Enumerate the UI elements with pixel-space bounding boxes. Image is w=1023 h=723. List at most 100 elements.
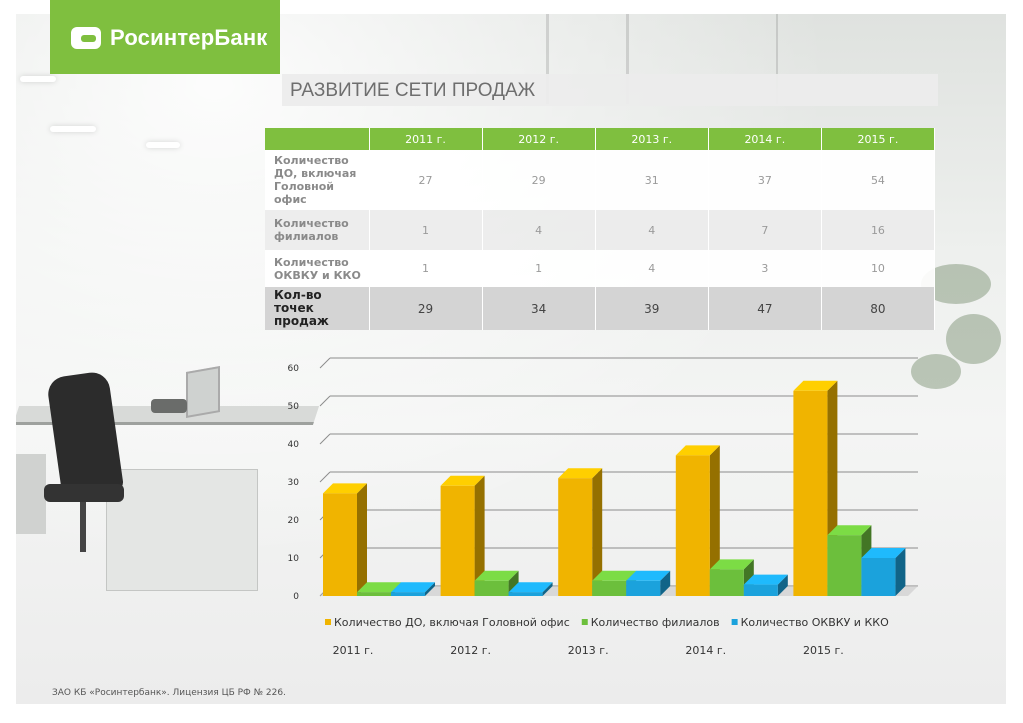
bar-side (592, 468, 603, 596)
table-cell: 27 (369, 150, 483, 210)
bar (743, 584, 778, 596)
bar-chart: 0 10 20 30 40 50 60 2011 г. 2012 г. 2013 г. 2014 г… (288, 357, 918, 657)
table-header-row: 2011 г. 2012 г. 2013 г. 2014 г. 2015 г. (265, 128, 936, 150)
table-cell: 4 (595, 210, 709, 250)
row-label: Количество филиалов (265, 210, 370, 250)
plant-leaves (946, 314, 1001, 364)
table-header-cell: 2015 г. (821, 128, 936, 150)
table-cell: 16 (821, 210, 936, 250)
title-bar: РАЗВИТИЕ СЕТИ ПРОДАЖ (282, 74, 938, 106)
bar-side (777, 574, 788, 596)
gridline-depth (319, 433, 331, 445)
bar-top (391, 582, 435, 593)
row-label: Количество ОКВКУ и ККО (265, 250, 370, 287)
y-tick-label: 30 (288, 478, 300, 488)
table-cell: 31 (595, 150, 709, 210)
legend-swatch (731, 619, 738, 625)
y-tick-label: 50 (288, 402, 300, 412)
ceiling-light (20, 76, 56, 82)
table-row: Количество ДО, включая Головной офис 27 … (265, 150, 936, 210)
bar-side (542, 582, 553, 596)
table-cell: 29 (482, 150, 596, 210)
y-tick-label: 0 (293, 592, 299, 602)
plant-leaves (911, 354, 961, 389)
gridline-depth (319, 357, 331, 369)
bar-side (660, 570, 671, 596)
table-cell: 34 (482, 287, 596, 330)
bar-side (474, 475, 485, 596)
bar (592, 580, 627, 596)
legend-label: Количество филиалов (591, 616, 720, 629)
bar (861, 558, 896, 596)
y-tick-label: 40 (288, 440, 300, 450)
bar (793, 390, 828, 596)
bar-top (440, 475, 485, 486)
ceiling-light (146, 142, 180, 148)
bar (391, 592, 425, 596)
bar-top (675, 445, 720, 456)
bar (558, 478, 593, 596)
logo[interactable]: РосинтерБанк (50, 0, 280, 74)
logo-text: РосинтерБанк (110, 25, 268, 50)
table-cell: 29 (369, 287, 483, 330)
office-chair (45, 370, 125, 498)
desk-drawer (16, 454, 46, 534)
window-frame (626, 14, 629, 104)
legend-label: Количество ДО, включая Головной офис (334, 616, 570, 629)
table-header-cell: 2011 г. (369, 128, 483, 150)
table-cell: 47 (708, 287, 822, 330)
table-cell: 80 (821, 287, 936, 330)
window-frame (546, 14, 549, 104)
window-frame (776, 14, 778, 104)
table-cell: 37 (708, 150, 822, 210)
gridline-depth (319, 471, 331, 483)
bar (626, 580, 661, 596)
bar-top (357, 582, 401, 593)
bar-top (827, 525, 872, 536)
bar-top (743, 574, 788, 585)
bar (827, 535, 862, 596)
table-cell: 4 (595, 250, 709, 287)
legend-swatch (581, 619, 588, 625)
table-header-cell: 2014 г. (708, 128, 822, 150)
bank-card-icon (71, 27, 101, 49)
bar-top (592, 570, 637, 581)
x-tick-label: 2014 г. (685, 644, 726, 657)
table-header-cell: 2013 г. (595, 128, 709, 150)
y-tick-label: 60 (288, 364, 300, 374)
desk-phone (151, 399, 187, 413)
bar-side (425, 582, 435, 596)
bar (357, 592, 391, 596)
bar (440, 485, 475, 596)
table-cell: 39 (595, 287, 709, 330)
bar-side (357, 483, 367, 596)
monitor (186, 366, 220, 418)
table-header-cell: 2012 г. (482, 128, 596, 150)
table-cell: 3 (708, 250, 822, 287)
bar-top (793, 380, 838, 391)
table-row: Количество ОКВКУ и ККО 1 1 4 3 10 (265, 250, 936, 287)
bar-top (626, 570, 671, 581)
row-label: Кол-во точек продаж (265, 287, 370, 330)
x-tick-label: 2013 г. (568, 644, 609, 657)
row-label: Количество ДО, включая Головной офис (265, 150, 370, 210)
bar-top (323, 483, 367, 494)
table-row: Количество филиалов 1 4 4 7 16 (265, 210, 936, 250)
x-tick-label: 2011 г. (333, 644, 374, 657)
gridline-depth (319, 395, 331, 407)
bar-side (709, 445, 720, 596)
bar (323, 493, 357, 596)
office-chair-seat (44, 484, 124, 502)
legend-swatch (325, 619, 331, 625)
ceiling-light (50, 126, 96, 132)
table-cell: 54 (821, 150, 936, 210)
footer-license: ЗАО КБ «Росинтербанк». Лицензия ЦБ РФ № … (52, 688, 286, 698)
office-chair-leg (80, 502, 86, 552)
x-tick-label: 2012 г. (450, 644, 491, 657)
bar-top (861, 548, 906, 558)
y-tick-label: 20 (288, 516, 300, 526)
page-title: РАЗВИТИЕ СЕТИ ПРОДАЖ (290, 80, 536, 101)
sales-network-table: 2011 г. 2012 г. 2013 г. 2014 г. 2015 г. … (265, 128, 936, 330)
table-cell: 7 (708, 210, 822, 250)
bar (508, 592, 543, 596)
